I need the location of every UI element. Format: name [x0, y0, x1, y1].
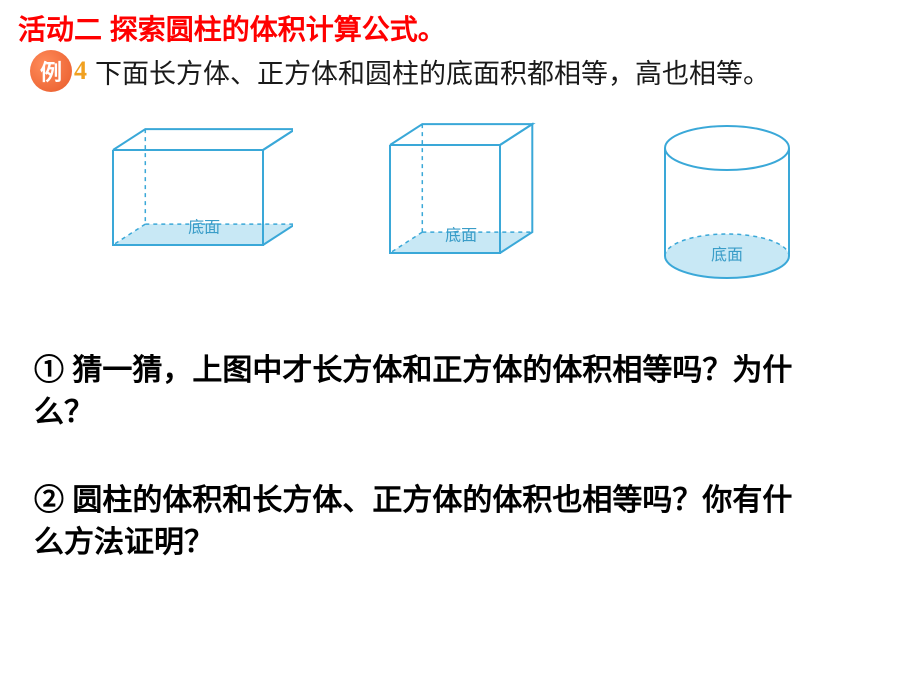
cube-svg: 底面: [360, 120, 560, 300]
activity-title: 活动二 探索圆柱的体积计算公式。: [18, 8, 446, 48]
cylinder-svg: 底面: [627, 120, 827, 300]
shapes-row: 底面 底面 底面: [60, 120, 860, 300]
cube-diagram: 底面: [360, 120, 560, 300]
example-number: 4: [74, 56, 87, 86]
svg-text:底面: 底面: [711, 246, 743, 264]
cuboid-diagram: 底面: [93, 120, 293, 300]
svg-text:底面: 底面: [188, 219, 220, 237]
cylinder-diagram: 底面: [627, 120, 827, 300]
question-1: ① 猜一猜，上图中才长方体和正方体的体积相等吗？为什么？: [34, 350, 794, 434]
example-text: 下面长方体、正方体和圆柱的底面积都相等，高也相等。: [95, 52, 770, 91]
example-badge: 例: [30, 50, 72, 92]
example-row: 例 4 下面长方体、正方体和圆柱的底面积都相等，高也相等。: [30, 50, 770, 92]
cuboid-svg: 底面: [93, 120, 293, 300]
svg-text:底面: 底面: [445, 227, 477, 245]
question-2: ② 圆柱的体积和长方体、正方体的体积也相等吗？你有什么方法证明？: [34, 480, 794, 564]
